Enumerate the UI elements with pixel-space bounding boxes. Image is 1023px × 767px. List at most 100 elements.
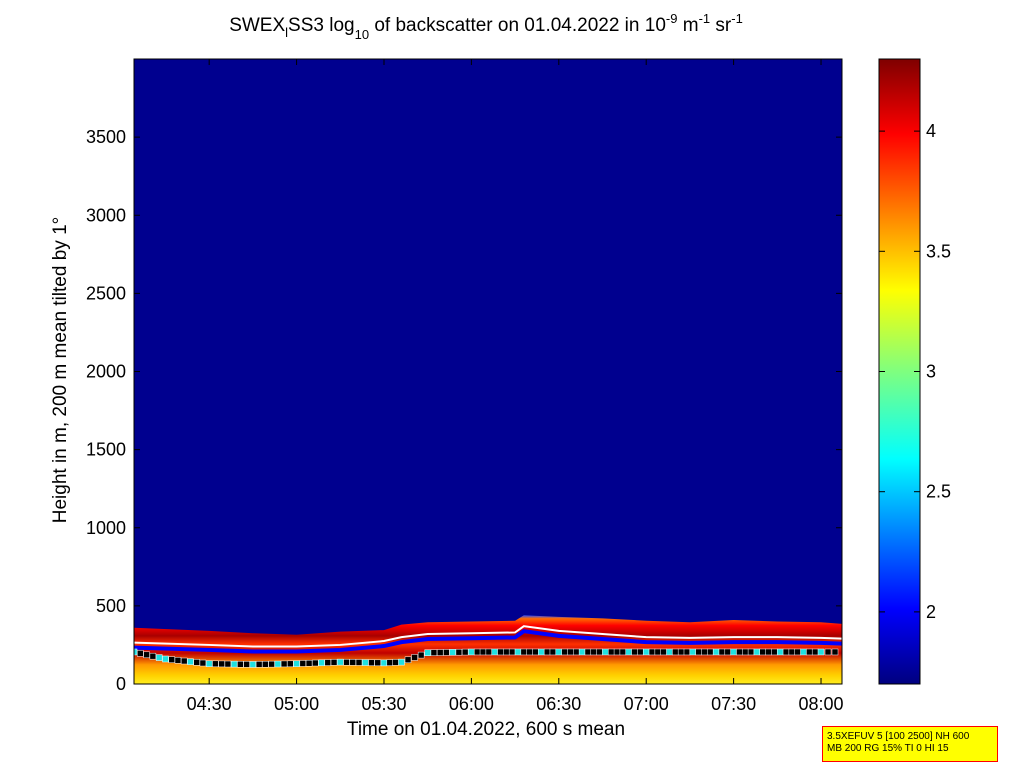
boundary-layer-top-line [134,625,842,648]
mixing-layer-marker [392,659,399,666]
plot-background [134,59,842,684]
mixing-layer-marker [765,648,772,656]
plot-area [134,59,842,684]
mixing-layer-marker [212,660,219,668]
mixing-layer-marker [654,648,662,656]
mixing-layer-marker [782,648,790,656]
mixing-layer-marker [468,648,475,656]
mixing-layer-marker [479,648,487,656]
title-exp2: -1 [699,11,711,26]
mixing-layer-marker [355,659,363,666]
mixing-layer-marker [287,660,294,668]
colorbar-tick-label: 2 [926,602,936,622]
mixing-layer-marker [205,660,213,667]
y-tick-label: 1000 [86,518,126,538]
mixing-layer-marker [532,648,539,656]
mixing-layer-marker [712,648,720,656]
y-axis-label: Height in m, 200 m mean tilted by 1° [50,217,71,523]
x-tick-label: 05:30 [361,694,406,714]
mixing-layer-marker [318,659,325,667]
mixing-layer-marker [660,648,667,656]
mixing-layer-marker [596,648,603,656]
mixing-layer-marker [567,648,574,656]
mixing-layer-marker [134,648,138,656]
mixing-layer-marker [461,648,469,656]
y-tick-label: 3000 [86,205,126,225]
mixing-layer-marker [455,648,463,656]
x-axis-label: Time on 01.04.2022, 600 s mean [347,719,625,740]
x-tick-label: 05:00 [274,694,319,714]
mixing-layer-marker [305,659,313,667]
mixing-layer-marker [430,649,438,656]
mixing-layer-marker [411,654,418,661]
mixing-layer-marker [800,648,807,656]
mixing-layer-marker [485,648,493,656]
mixing-layer-marker [631,648,638,656]
mixing-layer-marker [538,648,545,656]
mixing-layer-marker [386,659,394,666]
mixing-layer-marker [677,648,685,656]
y-tick-label: 2500 [86,283,126,303]
mixing-layer-marker [249,661,257,668]
mixing-layer-marker [237,660,244,668]
y-tick-label: 2000 [86,362,126,382]
mixing-layer-marker [613,648,621,656]
x-tick-label: 06:30 [536,694,581,714]
mixing-layer-marker [255,661,263,668]
mixing-layer-marker [349,659,357,666]
mixing-layer-marker [648,648,656,656]
mixing-layer-marker [262,660,269,668]
mixing-layer-marker [299,660,307,667]
boundary-layer-blue-line [134,629,842,654]
mixing-layer-marker [330,659,338,666]
colorbar-tick-label: 2.5 [926,482,951,502]
mixing-layer-marker [508,648,516,656]
mixing-layer-marker [642,648,650,656]
mixing-layer-marker [619,648,627,656]
mixing-layer-marker [293,660,300,667]
mixing-layer-marker [718,648,726,656]
mixing-layer-marker [449,649,456,656]
mixing-layer-marker [625,648,632,656]
y-axis: 0 500 1000 1500 2000 2500 3000 3500 [86,127,842,694]
chart-title: SWEXlSS3 log10 of backscatter on 01.04.2… [229,11,743,42]
y-tick-label: 1500 [86,440,126,460]
mixing-layer-marker [549,648,557,656]
mixing-layer-markers [134,648,839,668]
mixing-layer-marker [590,648,598,656]
title-text2: of backscatter on 01.04.2022 in 10 [369,15,666,36]
mixing-layer-marker [193,659,200,666]
mixing-layer-marker [343,658,350,666]
mixing-layer-marker [473,648,481,656]
colorbar [878,58,921,685]
mixing-layer-marker [187,658,194,665]
mixing-layer-marker [578,648,586,656]
mixing-layer-marker [337,658,344,666]
title-exp1: -9 [666,11,678,26]
mixing-layer-marker [817,648,825,656]
title-text3: m [677,15,698,36]
mixing-layer-marker [555,648,563,656]
mixing-layer-marker [831,648,839,656]
mixing-layer-marker [602,648,609,656]
mixing-layer-marker [707,648,714,656]
mixing-layer-marker [736,648,743,656]
x-tick-label: 07:00 [624,694,669,714]
mixing-layer-marker [224,660,232,668]
y-tick-label: 500 [96,596,126,616]
mixing-layer-marker [443,649,450,656]
mixing-layer-marker [683,648,691,656]
mixing-layer-marker [362,659,369,666]
mixing-layer-marker [811,648,819,656]
title-prefix: SWEX [229,15,285,36]
title-text4: sr [710,15,732,36]
mixing-layer-marker [230,660,238,668]
mixing-layer-marker [753,648,761,656]
mixing-layer-marker [561,648,568,656]
mixing-layer-marker [374,659,381,667]
mixing-layer-marker [174,657,182,664]
mixing-layer-marker [324,659,332,666]
mixing-layer-marker [368,659,375,666]
mixing-layer-marker [398,658,405,666]
